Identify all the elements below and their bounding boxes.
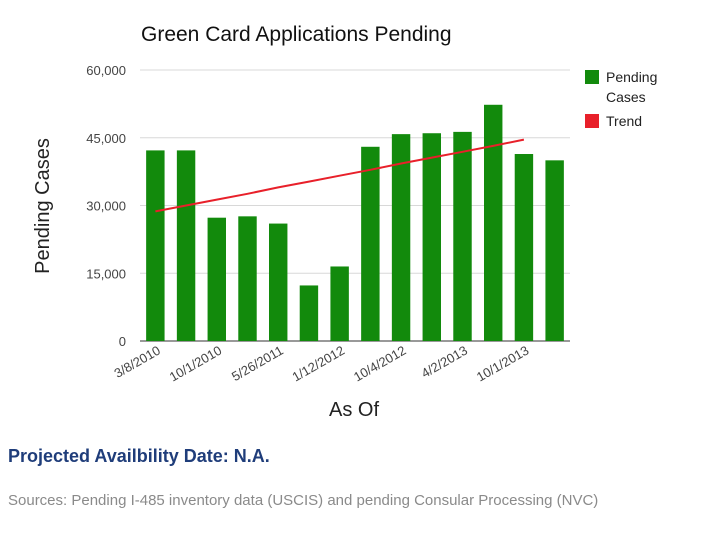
- bar: [207, 217, 226, 341]
- y-tick-label: 45,000: [86, 131, 126, 146]
- bar: [422, 133, 441, 341]
- trend-series: [155, 138, 525, 213]
- bar: [484, 104, 503, 341]
- y-tick-label: 60,000: [86, 63, 126, 78]
- legend-label-trend: Trend: [606, 113, 642, 129]
- y-tick-label: 0: [119, 334, 126, 349]
- bar: [391, 134, 411, 341]
- x-axis-title: As Of: [329, 399, 379, 421]
- projected-availability: Projected Availbility Date: N.A.: [8, 446, 270, 466]
- y-axis-title: Pending Cases: [32, 138, 54, 274]
- x-tick-label: 10/1/2013: [474, 343, 532, 385]
- bar: [361, 146, 380, 341]
- y-axis-ticks: 0 15,000 30,000 45,000 60,000: [86, 63, 126, 349]
- x-tick-label: 5/26/2011: [229, 343, 286, 384]
- x-tick-label: 10/4/2012: [351, 343, 409, 385]
- x-axis-ticks: 3/8/2010 10/1/2010 5/26/2011 1/12/2012 10/4/…: [112, 343, 532, 385]
- bar: [269, 223, 288, 341]
- bar: [176, 150, 196, 341]
- bar: [453, 131, 472, 341]
- chart-title: Green Card Applications Pending: [141, 23, 452, 46]
- bar: [238, 216, 257, 341]
- x-tick-label: 4/2/2013: [419, 343, 470, 381]
- bar: [514, 154, 534, 341]
- x-tick-label: 10/1/2010: [167, 343, 225, 385]
- legend-label-pending-cases: Pending Cases: [606, 69, 657, 105]
- y-tick-label: 30,000: [86, 199, 126, 214]
- bar: [545, 160, 564, 341]
- bar-series: [146, 104, 564, 341]
- legend-swatch-trend: [585, 114, 599, 128]
- gridlines: [140, 69, 570, 342]
- chart: Green Card Applications Pending 0 15,000 3…: [32, 23, 657, 421]
- legend: Pending Cases Trend: [585, 69, 657, 129]
- bar: [330, 266, 349, 341]
- x-tick-label: 1/12/2012: [290, 343, 348, 385]
- sources-note: Sources: Pending I-485 inventory data (U…: [8, 492, 599, 509]
- legend-swatch-pending-cases: [585, 70, 599, 84]
- y-tick-label: 15,000: [86, 266, 126, 281]
- bar: [146, 150, 165, 341]
- bar: [299, 285, 319, 341]
- trend-line: [155, 138, 525, 213]
